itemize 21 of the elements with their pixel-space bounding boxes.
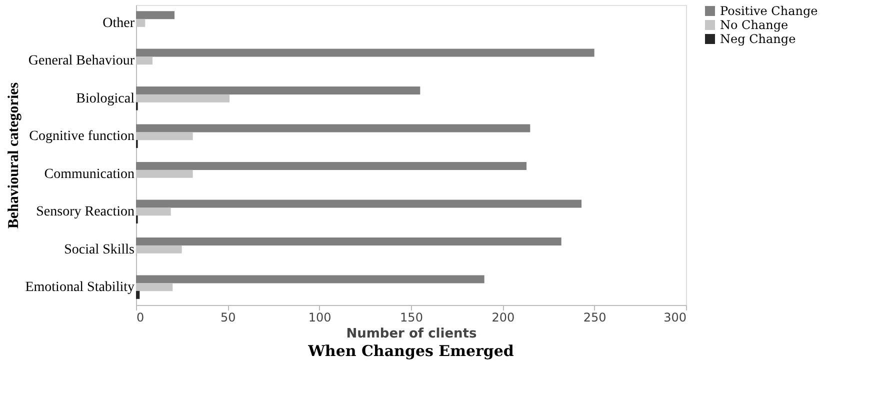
y-tick-label: Cognitive function (29, 129, 134, 144)
x-tick-label: 0 (136, 310, 144, 324)
x-tick-label: 100 (308, 310, 332, 324)
y-axis-title: Behavioural categories (6, 82, 22, 229)
x-tick-label: 200 (492, 310, 515, 324)
y-tick-label: Emotional Stability (25, 280, 134, 296)
legend-label: Positive Change (720, 4, 818, 18)
text: When Changes Emerged (307, 342, 514, 360)
x-tick-label: 250 (583, 310, 606, 324)
y-tick-label: Biological (76, 91, 135, 106)
x-tick-label: 300 (664, 310, 686, 324)
y-tick-label: Other (102, 16, 135, 31)
legend-label: Neg Change (720, 32, 796, 46)
y-tick-label: Communication (44, 166, 134, 182)
x-axis-title: Number of clients (346, 326, 478, 342)
legend-label: No Change (720, 18, 788, 32)
y-tick-label: Social Skills (64, 242, 134, 258)
y-tick-label: Sensory Reaction (36, 204, 134, 220)
y-tick-label: General Behaviour (28, 54, 135, 69)
x-tick-label: 50 (220, 310, 236, 324)
x-tick-label: 150 (400, 310, 423, 324)
